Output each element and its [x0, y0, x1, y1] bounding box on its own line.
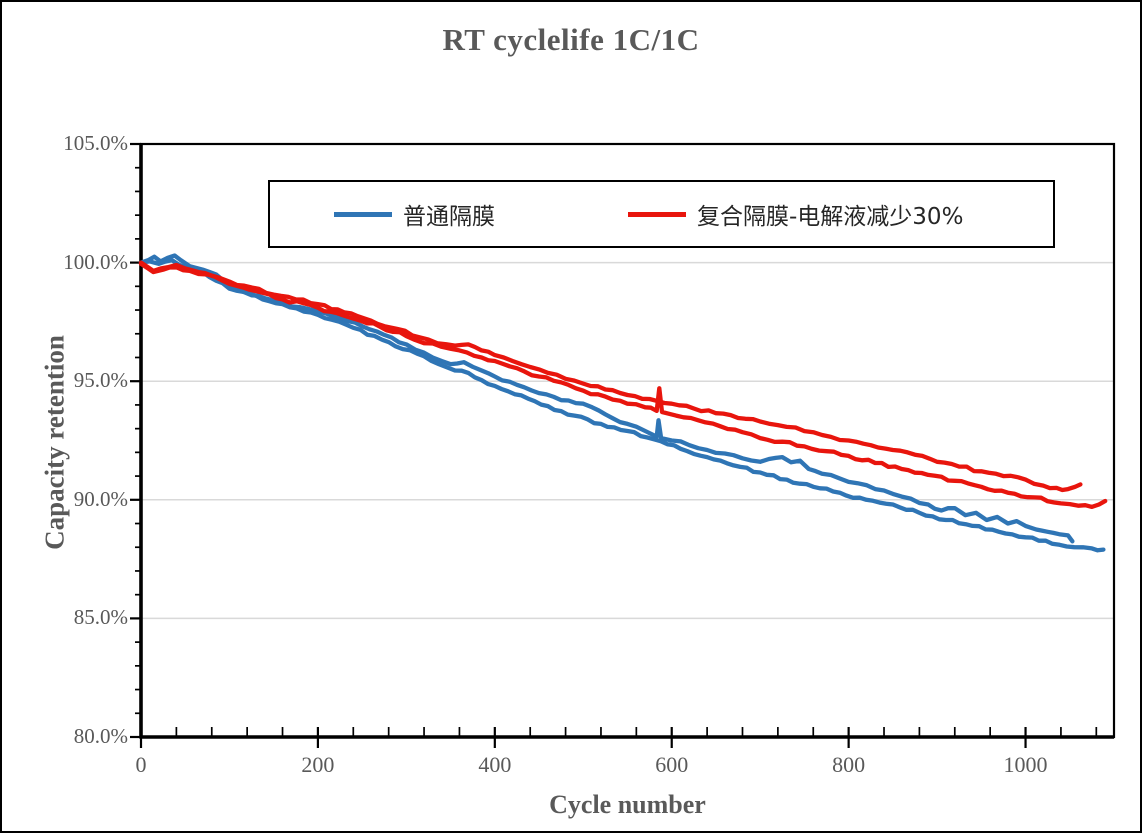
y-tick-label: 85.0% — [73, 605, 128, 630]
x-tick-label: 800 — [832, 752, 866, 777]
y-tick-label: 90.0% — [73, 486, 128, 511]
blue-line-swatch — [334, 211, 392, 217]
y-tick-label: 95.0% — [73, 368, 128, 393]
x-tick-label: 400 — [478, 752, 512, 777]
legend-item-plain-separator: 普通隔膜 — [334, 182, 495, 246]
chart-title: RT cyclelife 1C/1C — [442, 22, 700, 57]
series-line-red-b — [138, 261, 1108, 510]
legend-item-composite-separator: 复合隔膜-电解液减少30% — [628, 182, 963, 246]
x-axis-title: Cycle number — [549, 790, 706, 819]
x-tick-label: 1000 — [1003, 752, 1048, 777]
x-tick-label: 600 — [655, 752, 689, 777]
legend-label-composite-separator: 复合隔膜-电解液减少30% — [697, 204, 964, 230]
x-tick-label: 200 — [301, 752, 335, 777]
x-tick-label: 0 — [135, 752, 147, 777]
series-line-red-a — [138, 260, 1083, 493]
series-line-blue-b — [138, 258, 1106, 553]
legend-label-plain-separator: 普通隔膜 — [403, 204, 495, 230]
red-line-swatch — [628, 211, 686, 217]
legend-box: 普通隔膜 复合隔膜-电解液减少30% — [268, 180, 1055, 248]
y-tick-label: 80.0% — [73, 724, 128, 748]
y-tick-label: 105.0% — [63, 131, 128, 155]
y-tick-label: 100.0% — [63, 249, 128, 274]
